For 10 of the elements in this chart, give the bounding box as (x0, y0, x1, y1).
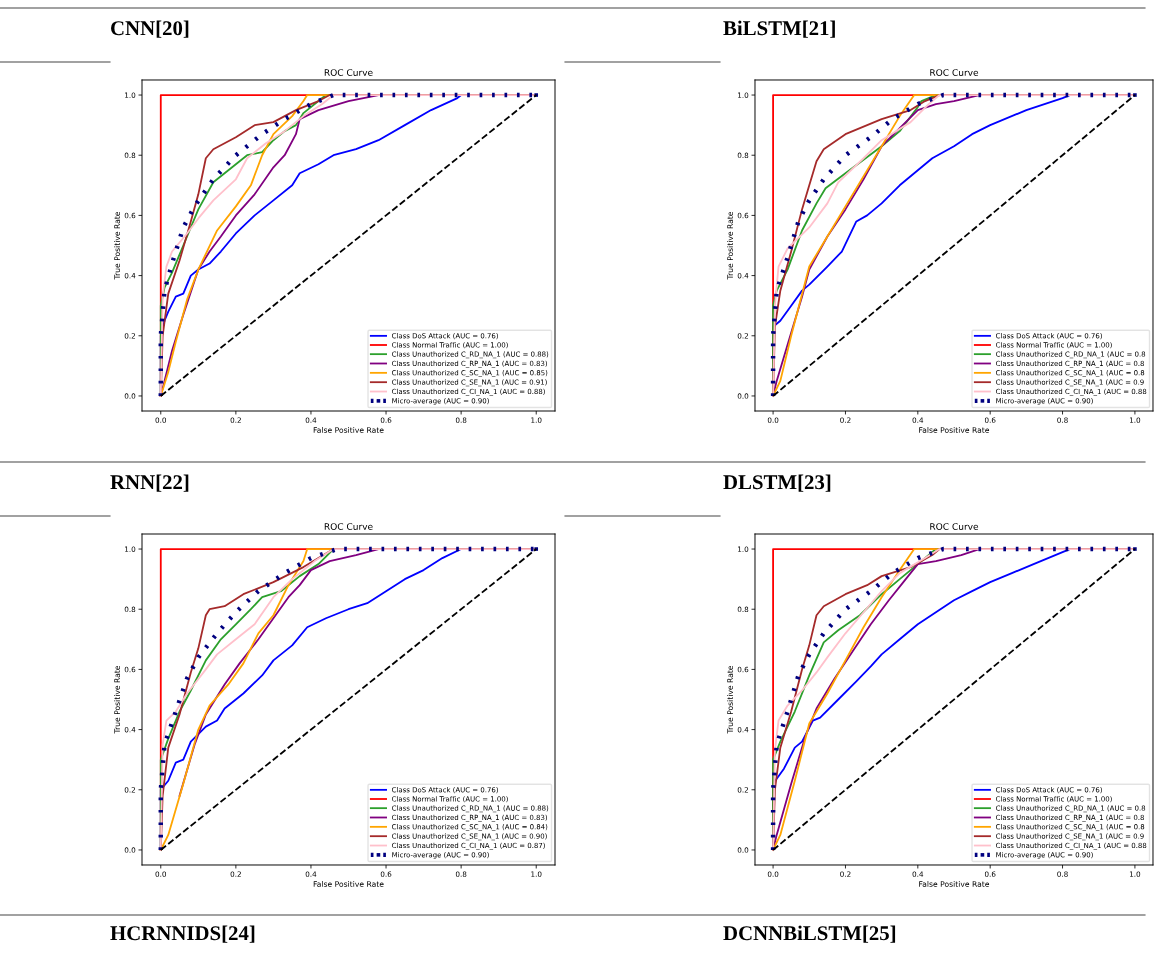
text: DCNNBiLSTM[25] (723, 925, 896, 943)
text: DLSTM[23] (723, 474, 831, 492)
text: CNN[20] (111, 20, 189, 38)
chart-title: ROC Curve (930, 523, 979, 530)
chart-title: ROC Curve (930, 69, 979, 76)
chart-title: ROC Curve (324, 69, 373, 76)
text: BiLSTM[21] (723, 20, 835, 38)
text: HCRNNIDS[24] (110, 925, 255, 943)
chart-title: ROC Curve (324, 523, 373, 530)
text: RNN[22] (110, 474, 189, 492)
